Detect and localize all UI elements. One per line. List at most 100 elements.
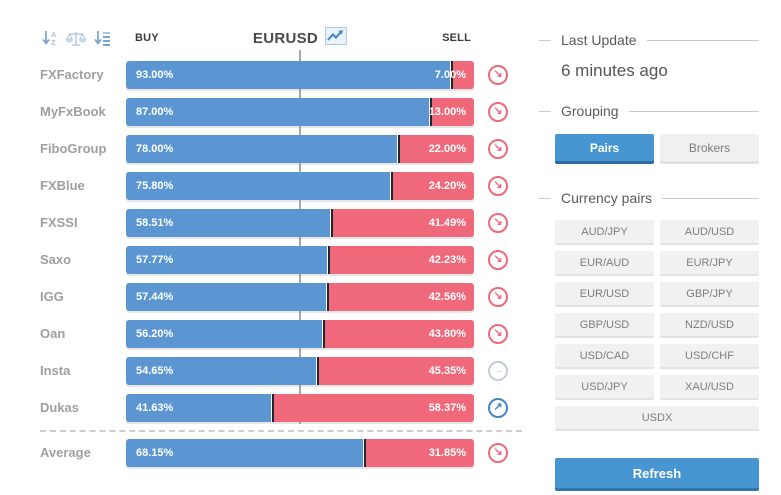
bar-divider (325, 282, 329, 311)
broker-label: Saxo (40, 252, 72, 267)
signal-column: ↘ (474, 323, 522, 344)
currency-pair-button-wide[interactable]: USDX (555, 406, 759, 431)
bar-divider (329, 208, 333, 237)
sentiment-chart-pane: A Z (0, 26, 535, 491)
currency-pair-button[interactable]: USD/CAD (555, 344, 654, 369)
sentiment-row: FXFactory 93.00% 7.00% ↘ (40, 56, 535, 93)
average-divider (40, 430, 522, 432)
sort-amount-icon[interactable] (92, 29, 112, 48)
buy-percent: 56.20% (136, 327, 174, 340)
bar-divider (397, 134, 401, 163)
broker-label: Dukas (40, 400, 80, 415)
symbol-title: EURUSD (252, 29, 319, 47)
currency-pairs-header: Currency pairs (539, 190, 759, 206)
trend-down-icon: ↘ (488, 64, 508, 85)
bar-divider (270, 393, 274, 422)
trend-right-icon: → (488, 360, 508, 381)
currency-pair-button[interactable]: EUR/USD (555, 282, 654, 307)
sentiment-row: FXSSI 58.51% 41.49% ↘ (40, 204, 535, 241)
trend-down-icon: ↘ (488, 249, 508, 270)
currency-pair-button[interactable]: EUR/AUD (555, 251, 654, 276)
bar-divider (428, 97, 432, 126)
buy-percent: 54.65% (136, 364, 174, 377)
buy-segment: 87.00% (126, 97, 429, 126)
sentiment-bar: 87.00% 13.00% (126, 97, 474, 126)
buy-column-header: BUY (135, 32, 159, 44)
buy-segment: 54.65% (126, 356, 317, 385)
last-update-value: 6 minutes ago (561, 61, 668, 80)
broker-label: FXBlue (40, 178, 85, 193)
sell-percent: 24.20% (428, 179, 466, 192)
buy-segment: 57.77% (126, 245, 328, 274)
sentiment-bar: 58.51% 41.49% (126, 208, 474, 237)
sell-percent: 13.00% (428, 105, 466, 118)
currency-pairs-title: Currency pairs (561, 190, 653, 206)
broker-label: Insta (40, 363, 71, 378)
signal-column: ↘ (474, 212, 522, 233)
broker-rows: FXFactory 93.00% 7.00% ↘ MyFxBook 87.00% 13.00… (40, 56, 535, 426)
sentiment-row: Insta 54.65% 45.35% → (40, 352, 535, 389)
price-chart-icon[interactable] (325, 26, 348, 50)
trend-down-icon: ↘ (488, 212, 508, 233)
center-axis-line (299, 50, 301, 424)
currency-pair-button[interactable]: USD/CHF (660, 344, 759, 369)
chart-header: A Z (40, 26, 535, 50)
trend-down-icon: ↘ (488, 138, 508, 159)
currency-pair-button[interactable]: GBP/USD (555, 313, 654, 338)
buy-segment: 41.63% (126, 393, 271, 422)
refresh-button[interactable]: Refresh (555, 458, 759, 491)
sort-alphabetical-icon[interactable]: A Z (40, 29, 60, 48)
svg-text:A: A (51, 30, 57, 39)
buy-percent: 58.51% (136, 216, 174, 229)
grouping-option-pairs[interactable]: Pairs (555, 134, 654, 164)
currency-pair-button[interactable]: GBP/JPY (660, 282, 759, 307)
sell-percent: 42.56% (428, 290, 466, 303)
currency-pair-button[interactable]: EUR/JPY (660, 251, 759, 276)
currency-pair-button[interactable]: USD/JPY (555, 375, 654, 400)
buy-percent: 57.77% (136, 253, 174, 266)
currency-pair-button[interactable]: XAU/USD (660, 375, 759, 400)
sentiment-bar: 54.65% 45.35% (126, 356, 474, 385)
broker-label: IGG (40, 289, 64, 304)
buy-percent: 57.44% (136, 290, 174, 303)
balance-scale-icon[interactable] (65, 29, 87, 48)
buy-percent: 68.15% (136, 446, 174, 459)
sell-segment: 31.85% (366, 438, 474, 467)
sentiment-row: Oan 56.20% 43.80% ↘ (40, 315, 535, 352)
sell-percent: 22.00% (428, 142, 466, 155)
sentiment-bar: 78.00% 22.00% (126, 134, 474, 163)
buy-percent: 87.00% (136, 105, 174, 118)
trend-down-icon: ↘ (488, 286, 508, 307)
bar-divider (449, 60, 453, 89)
signal-column: ↘ (474, 286, 522, 307)
buy-segment: 56.20% (126, 319, 322, 348)
signal-column: ↘ (474, 138, 522, 159)
sell-column-header: SELL (442, 32, 471, 44)
trend-down-icon: ↘ (488, 101, 508, 122)
grouping-toggle: Pairs Brokers (555, 134, 759, 164)
grouping-option-brokers[interactable]: Brokers (660, 134, 759, 164)
sell-segment: 45.35% (319, 356, 474, 385)
svg-text:Z: Z (51, 38, 56, 47)
buy-percent: 78.00% (136, 142, 174, 155)
buy-segment: 68.15% (126, 438, 364, 467)
grouping-title: Grouping (561, 103, 619, 119)
sentiment-row: FXBlue 75.80% 24.20% ↘ (40, 167, 535, 204)
broker-label: Oan (40, 326, 66, 341)
currency-pair-button[interactable]: AUD/JPY (555, 220, 654, 245)
currency-pair-button[interactable]: NZD/USD (660, 313, 759, 338)
signal-column: ↘ (474, 175, 522, 196)
sentiment-bar: 41.63% 58.37% (126, 393, 474, 422)
broker-label: Average (40, 445, 91, 460)
sentiment-row: MyFxBook 87.00% 13.00% ↘ (40, 93, 535, 130)
broker-label: FXSSI (40, 215, 78, 230)
buy-segment: 75.80% (126, 171, 390, 200)
currency-pair-button[interactable]: AUD/USD (660, 220, 759, 245)
sell-percent: 7.00% (434, 68, 466, 81)
sentiment-row: IGG 57.44% 42.56% ↘ (40, 278, 535, 315)
sell-segment: 43.80% (324, 319, 474, 348)
last-update-header: Last Update (539, 32, 759, 48)
sell-segment: 22.00% (400, 134, 474, 163)
trend-down-icon: ↘ (488, 323, 508, 344)
sentiment-row: Average 68.15% 31.85% ↘ (40, 434, 535, 471)
